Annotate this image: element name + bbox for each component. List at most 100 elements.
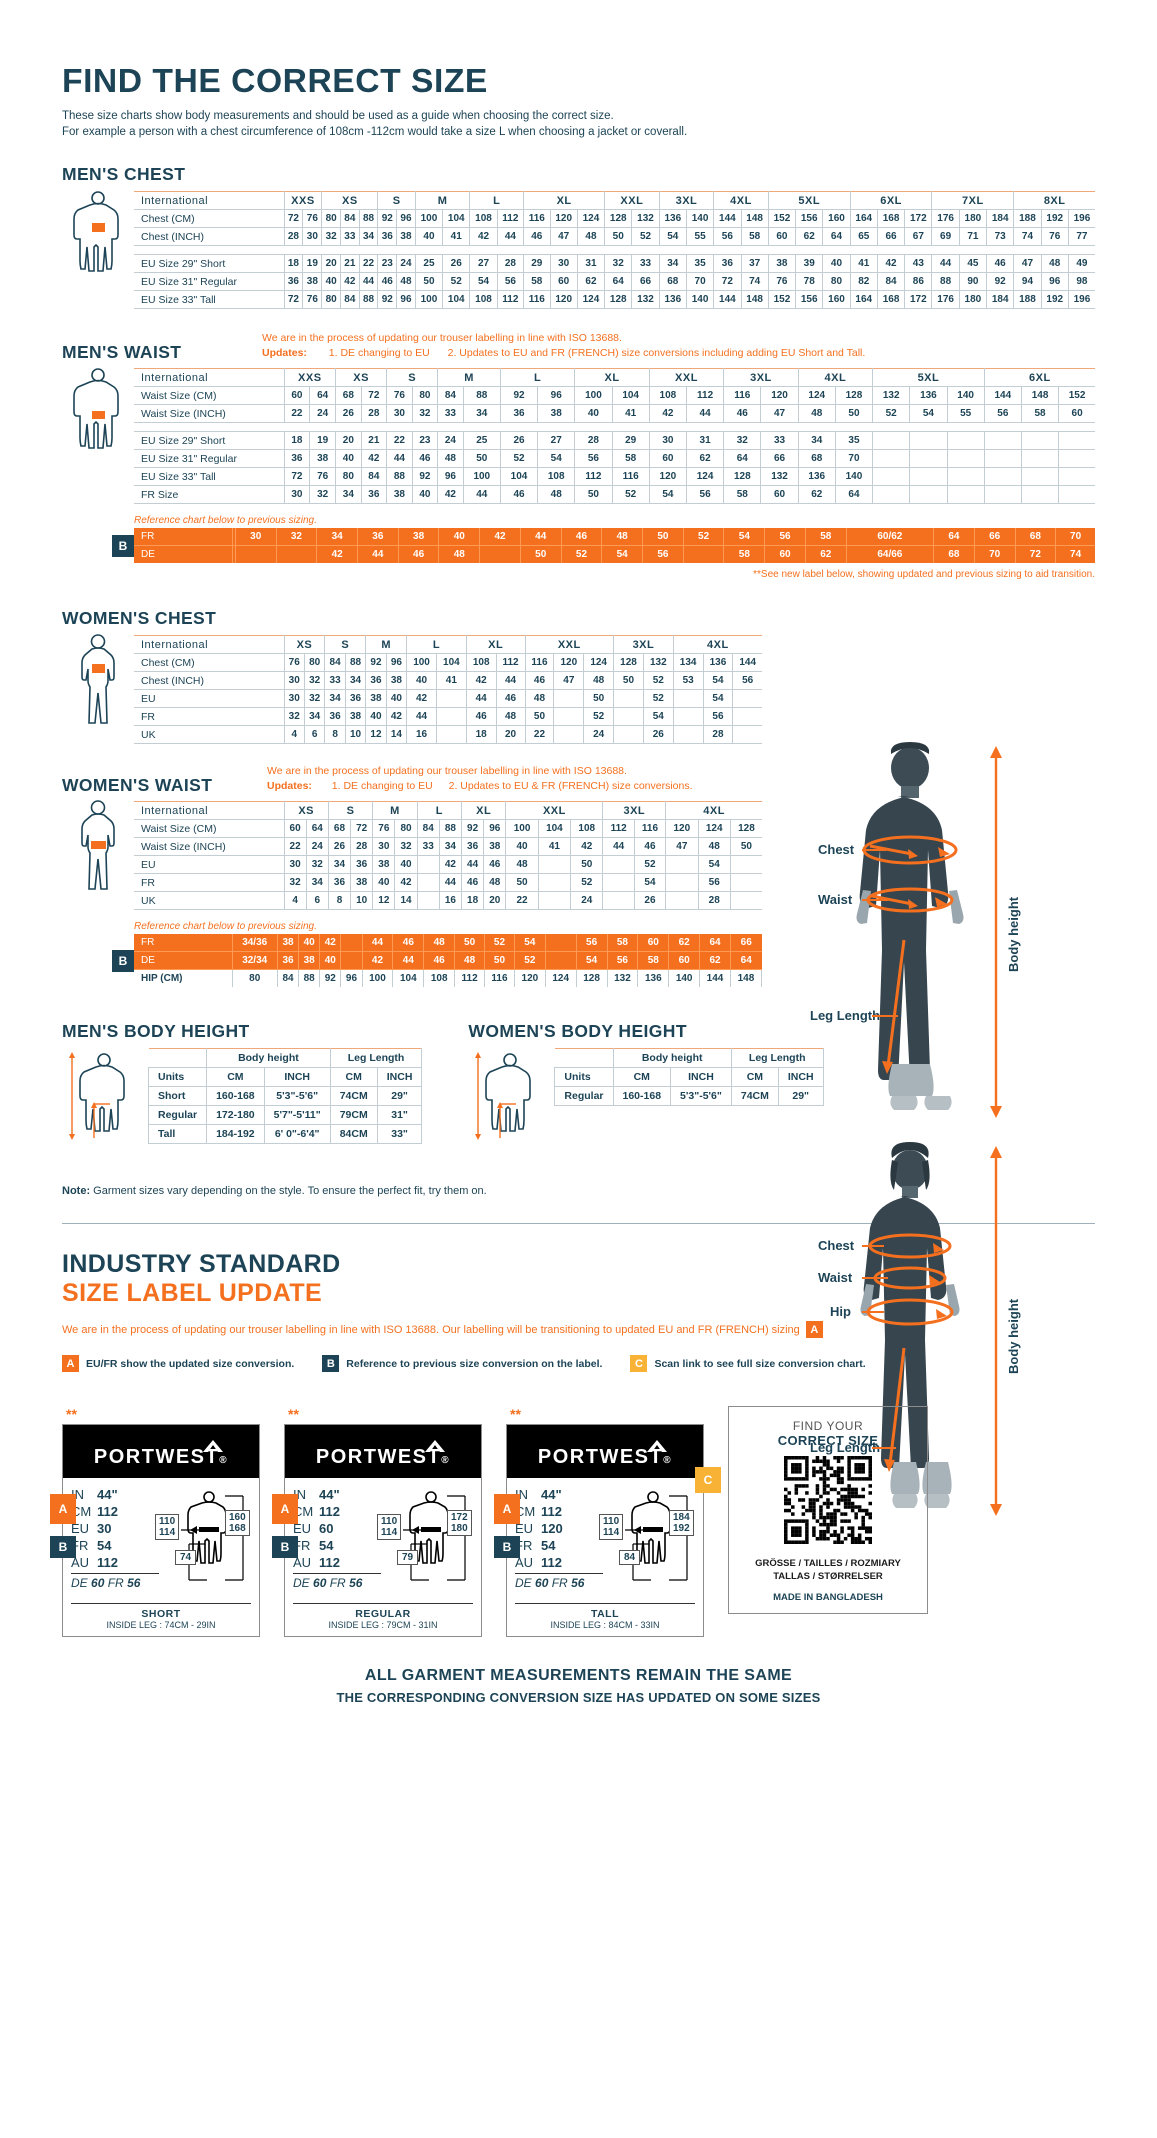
table-cell: 172 [904,290,933,309]
table-cell: 38 [483,837,507,856]
table-cell: 116 [523,290,551,309]
table-cell: 144 [713,290,742,309]
table-cell: 32 [306,855,329,874]
reference-cell: 46 [398,545,440,563]
table-cell: 36 [361,485,388,504]
table-cell: 108 [465,653,497,672]
table-cell: 116 [612,467,650,486]
reference-cell: 42 [316,545,358,563]
female-waist-figure-icon [62,800,134,910]
table-cell: 44 [439,873,463,892]
column-header-size: 8XL [1013,191,1095,210]
table-cell: 40 [822,254,851,273]
table-cell: 96 [386,653,408,672]
reference-cell [235,545,277,563]
table-cell: 62 [795,227,824,246]
male-chest-figure-icon [62,191,134,309]
table-cell: 32 [283,873,307,892]
table-row: UK 4 6 8 10 12 14 16 18 20 22 24 26 28 [134,891,762,910]
table-cell: 62 [686,449,725,468]
table-cell: 44 [496,671,526,690]
bh-unit: CM [329,1067,378,1087]
reference-cell: 66 [730,934,762,952]
table-cell [947,449,985,468]
table-cell [436,725,467,744]
legend-item: B Reference to previous size conversion o… [322,1355,602,1372]
reference-cell: 64 [933,528,975,546]
bh-unit: CM [730,1067,779,1087]
reference-cell: 36 [277,951,300,970]
column-header-size: XXL [505,801,604,820]
bh-units-label: Units [554,1067,614,1087]
table-cell: 27 [537,431,576,450]
table-cell: 41 [849,254,878,273]
table-cell: 18 [460,891,485,910]
bh-cell: 84CM [329,1124,378,1144]
table-row: Chest (CM) 72 76 80 84 88 92 96 100 104 108 112 116 1… [134,209,1095,228]
table-cell: 73 [986,227,1015,246]
label-brand-name: PORTWEST® [93,1446,229,1468]
reference-cell [340,951,363,970]
table-cell: 34 [306,873,329,892]
table-cell: 19 [309,431,337,450]
table-cell: 34 [463,404,501,423]
table-cell [1021,467,1060,486]
mens-waist-updates-label: Updates: [262,347,307,359]
table-cell: 10 [345,725,367,744]
photo-label-leg-length: Leg Length [810,1008,880,1023]
bh-row-label: Regular [554,1086,614,1106]
table-cell: 26 [327,837,352,856]
table-cell: 84 [877,272,906,291]
table-cell [909,467,948,486]
table-cell: 30 [302,227,323,246]
bh-cell: 5'3"-5'6" [670,1086,732,1106]
table-cell: 58 [741,227,769,246]
table-cell: 47 [553,671,585,690]
table-cell: 40 [335,449,362,468]
table-cell: 128 [723,467,762,486]
column-header-size: XXL [524,635,615,654]
column-header-size: S [324,635,367,654]
reference-cell: 62 [805,545,847,563]
table-cell: 26 [335,404,362,423]
womens-waist-updates-label: Updates: [267,780,312,792]
column-header-size: 5XL [872,368,985,387]
table-cell: 32 [723,431,762,450]
table-spacer-row [134,422,1095,432]
reference-cell: 52 [561,545,603,563]
reference-cell [340,934,363,952]
reference-cell: 56 [607,951,639,970]
table-cell: 80 [321,290,341,309]
reference-cell [232,528,236,546]
table-cell: 96 [1041,272,1069,291]
table-cell: 104 [442,290,471,309]
table-cell [416,855,440,874]
table-cell: 84 [361,467,388,486]
reference-cell: 42 [319,934,342,952]
table-cell [872,485,911,504]
table-cell: 116 [524,653,555,672]
label-spec-row: CM 112 [293,1503,381,1520]
table-cell: 76 [1041,227,1069,246]
column-header-size: M [365,635,408,654]
table-cell: 24 [437,431,464,450]
reference-cell: 50 [642,528,684,546]
table-cell [416,873,440,892]
photo-label-hip-f: Hip [830,1304,851,1319]
table-cell: 192 [1041,290,1069,309]
table-cell: 80 [304,653,326,672]
table-cell: 26 [499,431,539,450]
womens-waist-update-1: 1. DE changing to EU [331,780,433,792]
table-cell: 33 [760,431,799,450]
label-spec-row: FR 54 [515,1537,603,1554]
reference-cell: 54 [723,528,766,546]
label-de-value: 60 [91,1576,105,1590]
hip-cell: 124 [545,969,577,987]
bh-cell: 29" [376,1086,423,1106]
table-cell [732,725,762,744]
bh-unit: INCH [263,1067,331,1087]
label-brand-header: PORTWEST® [63,1425,259,1478]
qr-code-icon[interactable] [784,1456,872,1544]
table-cell: 42 [386,707,408,726]
table-row: FR Size 30 32 34 36 38 40 42 44 46 48 50 52 54 56 58 60 6… [134,485,1095,504]
